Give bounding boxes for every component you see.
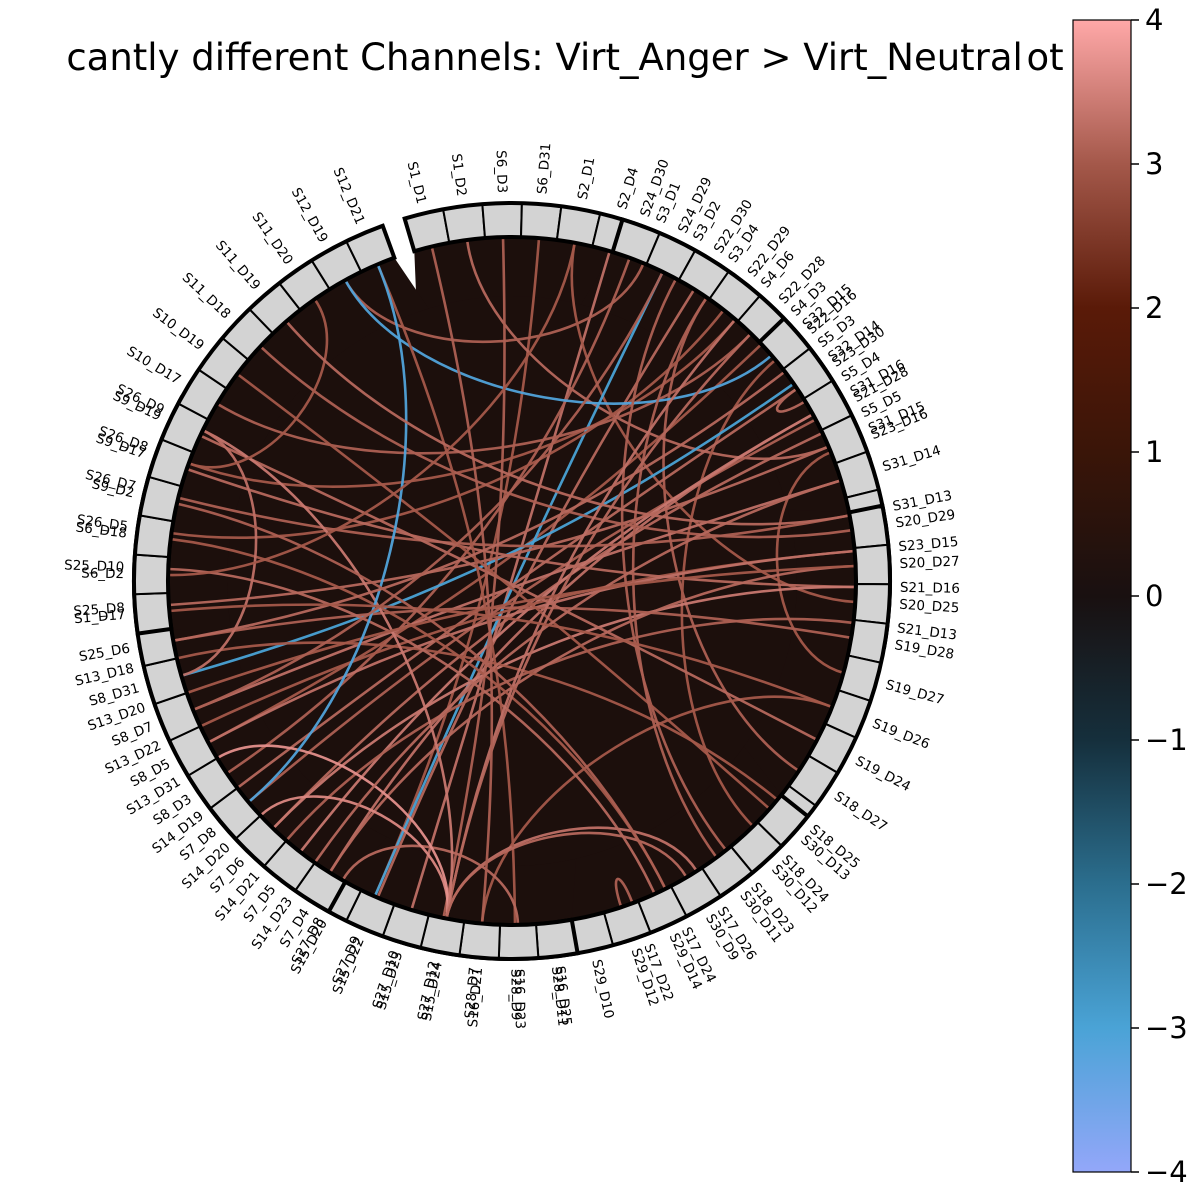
chord-link xyxy=(186,467,856,589)
chord-link xyxy=(236,387,798,790)
chord-link xyxy=(247,263,408,804)
colorbar-ticks: 4 3 2 1 0 −1 −2 −3 −4 xyxy=(1131,3,1188,1189)
channel-label: S6_D31 xyxy=(534,142,554,195)
channel-label: S23_D15 xyxy=(898,534,959,555)
chord-link xyxy=(259,345,853,539)
channel-label: S1_D2 xyxy=(448,153,469,198)
chord-link xyxy=(202,429,454,919)
chord-link xyxy=(410,250,611,911)
chord-link xyxy=(313,479,842,864)
colorbar-tick-label: 2 xyxy=(1145,291,1163,325)
colorbar-tick-label: 0 xyxy=(1145,579,1163,613)
channel-label: S16_D21 xyxy=(465,967,486,1028)
chord-link xyxy=(192,479,842,712)
chord-link xyxy=(236,372,771,810)
colorbar-tick-label: 3 xyxy=(1145,147,1163,181)
channel-label: S20_D25 xyxy=(899,597,960,617)
chord-link xyxy=(176,641,779,801)
chord-link xyxy=(480,695,833,924)
chord-link xyxy=(376,263,517,926)
chord-link xyxy=(465,239,830,460)
chord-link xyxy=(172,370,786,642)
chord-link xyxy=(177,496,850,548)
chord-link xyxy=(216,332,752,455)
colorbar-tick-label: −3 xyxy=(1145,1011,1188,1045)
colorbar-tick-label: 4 xyxy=(1145,3,1163,37)
chord-link xyxy=(207,549,855,744)
chord-link xyxy=(168,242,576,577)
chord-link xyxy=(328,564,856,874)
channel-label: S6_D3 xyxy=(493,150,510,193)
chord-link xyxy=(445,332,752,919)
chord-link xyxy=(272,585,856,830)
group-border xyxy=(132,223,397,636)
chord-link xyxy=(186,564,856,695)
chord-link xyxy=(180,429,258,678)
colorbar-tick-label: 1 xyxy=(1145,435,1163,469)
chord-link xyxy=(442,237,506,919)
chord-link xyxy=(188,318,737,488)
channel-label: S26_D5 xyxy=(76,512,129,535)
colorbar-tick-label: −1 xyxy=(1145,723,1188,757)
channel-label: S28_D7 xyxy=(462,966,483,1019)
channel-label: S16_D25 xyxy=(551,965,574,1027)
channel-label: S25_D8 xyxy=(73,600,125,620)
channel-label: S28_D9 xyxy=(507,969,523,1021)
colorbar-tick-label: −2 xyxy=(1145,867,1188,901)
colorbar-fill xyxy=(1072,19,1132,1173)
chord-link xyxy=(172,606,852,642)
chord-link xyxy=(775,450,844,675)
chord-link xyxy=(620,278,728,852)
channel-label: S21_D13 xyxy=(896,620,958,643)
chord-link xyxy=(192,271,664,712)
channel-label: S21_D16 xyxy=(900,580,960,597)
channel-label: S6_D18 xyxy=(75,519,128,541)
chord-link xyxy=(207,343,763,744)
channel-label: S2_D1 xyxy=(575,156,599,201)
chord-link xyxy=(188,298,329,469)
channel-label: S16_D23 xyxy=(511,969,528,1029)
chord-link xyxy=(199,434,818,741)
chord-link xyxy=(259,795,449,919)
chord-link xyxy=(430,246,494,924)
chart-title: cantly different Channels: Virt_Anger > … xyxy=(66,38,1064,79)
channel-nodes xyxy=(132,201,892,961)
chord-link xyxy=(344,279,773,405)
chord-link xyxy=(285,320,850,526)
channel-label: S1_D17 xyxy=(74,607,127,627)
chord-link xyxy=(341,844,520,925)
chord-link xyxy=(614,877,634,908)
channel-label: S6_D2 xyxy=(81,565,124,582)
chord-links xyxy=(168,237,856,926)
chord-link xyxy=(168,567,656,895)
chord-link xyxy=(176,502,667,890)
colorbar-tick-label: −4 xyxy=(1145,1155,1188,1189)
channel-label: S28_D11 xyxy=(548,966,571,1028)
chord-link xyxy=(216,744,450,919)
channel-label: S25_D10 xyxy=(64,557,125,575)
chord-link xyxy=(344,262,645,343)
chord-link xyxy=(631,296,718,859)
chord-link xyxy=(169,603,833,709)
chord-link xyxy=(445,831,688,919)
channel-label: S20_D27 xyxy=(899,553,960,572)
